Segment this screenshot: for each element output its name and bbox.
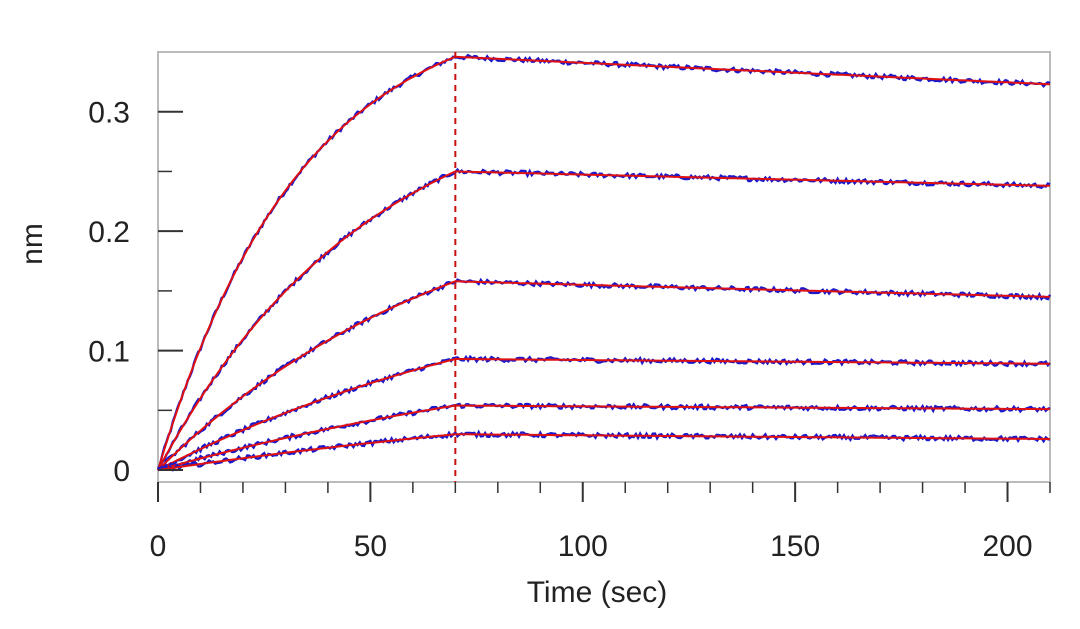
y-axis-label: nm [16,223,49,265]
axis-layer: 0 50 100 150 200 0 0.1 0.2 0.3 [88,97,1051,563]
x-tick-label: 50 [354,530,387,563]
fit-curve-1 [157,55,1051,471]
x-tick-label: 200 [982,530,1032,563]
fit-curve-5 [157,404,1050,472]
fit-curve-2 [157,170,1051,471]
x-tick-label: 100 [558,530,608,563]
y-tick-label: 0.1 [88,336,130,369]
x-axis-label: Time (sec) [527,576,668,609]
series-layer [156,53,1052,472]
y-tick-label: 0.3 [88,97,130,130]
fit-curve-3 [157,280,1051,471]
fit-curve-6 [157,433,1050,472]
x-tick-label: 150 [770,530,820,563]
plot-area [157,51,1051,483]
fit-curve-4 [157,358,1051,471]
x-tick-label: 0 [150,530,167,563]
y-tick-label: 0.2 [88,216,130,249]
y-tick-label: 0 [113,455,130,488]
